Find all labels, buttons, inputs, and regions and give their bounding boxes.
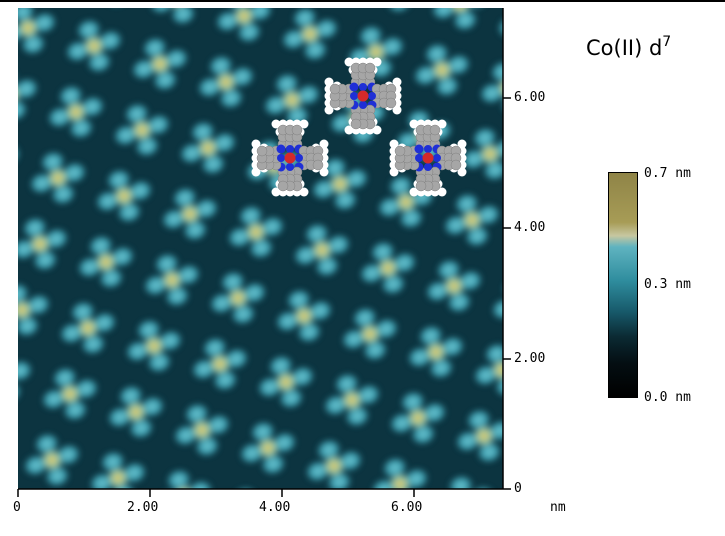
molecule-feature <box>165 468 213 489</box>
molecule-feature <box>179 120 237 176</box>
molecule-feature <box>18 8 57 56</box>
molecule-feature <box>413 42 471 98</box>
x-tick-label: 4.00 <box>259 500 291 515</box>
molecule-feature <box>323 372 381 428</box>
cobalt-atom <box>422 152 434 164</box>
molecule-feature <box>65 18 123 74</box>
molecule-feature <box>377 174 435 230</box>
y-tick-label: 6.00 <box>514 90 546 105</box>
molecule-feature <box>18 359 33 404</box>
molecule-feature <box>293 222 351 278</box>
x-tick-label: 0 <box>13 500 21 515</box>
molecule-feature <box>431 8 489 32</box>
molecule-feature <box>447 474 495 489</box>
molecule-feature <box>209 270 267 326</box>
x-tick-label: 6.00 <box>391 500 423 515</box>
stm-image <box>18 8 503 489</box>
molecule-feature <box>275 288 333 344</box>
molecule-feature <box>143 252 201 308</box>
molecule-feature <box>425 258 483 314</box>
molecule-feature <box>461 126 503 182</box>
molecule-feature <box>197 54 255 110</box>
figure-title: Co(II) d7 <box>586 34 672 60</box>
molecule-feature <box>473 342 503 398</box>
molecule-feature <box>29 150 87 206</box>
molecule-feature <box>479 60 503 116</box>
y-tick-label: 0 <box>514 481 522 496</box>
cobalt-atom <box>357 90 369 102</box>
molecule-feature <box>18 282 51 338</box>
colorbar-mid-label: 0.3 nm <box>644 277 691 292</box>
molecule-model <box>251 119 329 197</box>
molecule-feature <box>18 77 39 122</box>
molecule-feature <box>389 390 447 446</box>
colorbar-min-label: 0.0 nm <box>644 390 691 405</box>
molecule-feature <box>359 240 417 296</box>
molecule-feature <box>443 192 501 248</box>
molecule-feature <box>239 420 297 476</box>
molecule-feature <box>371 456 429 489</box>
molecule-feature <box>18 216 69 272</box>
molecule-model <box>389 119 467 197</box>
molecule-feature <box>347 24 405 80</box>
molecule-feature <box>173 402 231 458</box>
molecule-feature <box>455 408 503 464</box>
molecule-feature <box>257 354 315 410</box>
molecule-feature <box>95 168 153 224</box>
molecule-feature <box>305 438 363 489</box>
top-border <box>0 0 725 2</box>
molecule-feature <box>407 324 465 380</box>
molecule-feature <box>77 234 135 290</box>
cobalt-atom <box>284 152 296 164</box>
x-axis-unit: nm <box>550 500 566 515</box>
molecule-feature <box>227 204 285 260</box>
molecule-feature <box>59 300 117 356</box>
colorbar-max-label: 0.7 nm <box>644 166 691 181</box>
molecule-feature <box>491 276 503 321</box>
molecule-model <box>324 57 402 135</box>
molecule-feature <box>47 84 105 140</box>
molecule-feature <box>311 156 369 212</box>
molecule-feature <box>113 102 171 158</box>
molecule-feature <box>23 432 81 488</box>
title-text: Co(II) d <box>586 36 663 60</box>
y-tick-label: 2.00 <box>514 351 546 366</box>
molecule-feature <box>149 8 197 26</box>
y-tick-label: 4.00 <box>514 220 546 235</box>
molecule-feature <box>161 186 219 242</box>
molecule-feature <box>215 8 273 44</box>
molecule-feature <box>41 366 99 422</box>
molecule-feature <box>281 8 339 62</box>
molecule-feature <box>125 318 183 374</box>
title-superscript: 7 <box>662 34 672 50</box>
height-colorbar <box>608 172 638 398</box>
stm-image-canvas <box>18 8 503 489</box>
molecule-feature <box>107 384 165 440</box>
molecule-feature <box>131 36 189 92</box>
molecule-feature <box>341 306 399 362</box>
x-tick-label: 2.00 <box>127 500 159 515</box>
molecule-feature <box>191 336 249 392</box>
